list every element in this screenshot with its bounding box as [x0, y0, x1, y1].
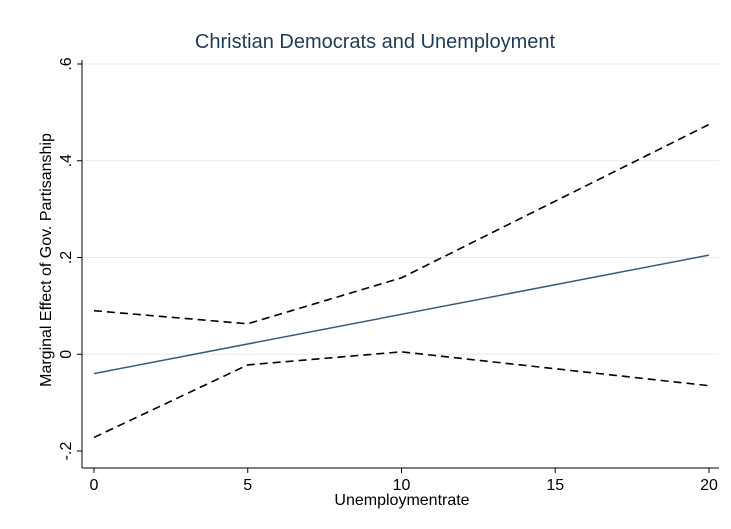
axes — [81, 60, 719, 469]
x-tick-label-1: 5 — [243, 477, 252, 494]
y-tick-label-4: .6 — [58, 57, 75, 70]
y-tick-label-3: .4 — [58, 154, 75, 167]
y-tick-label-2: .2 — [58, 251, 75, 264]
y-tick-label-1: 0 — [58, 350, 75, 359]
estimate-line-0 — [93, 254, 710, 375]
tick-labels: -.2 0 .2 .4 .6 0 5 10 15 20 — [58, 57, 718, 494]
grid-lines — [82, 63, 719, 355]
y-tick-label-0: -.2 — [58, 442, 75, 461]
x-tick-label-4: 20 — [700, 477, 718, 494]
chart-title: Christian Democrats and Unemployment — [195, 31, 556, 53]
confidence-bound-line-2 — [93, 351, 710, 439]
series-group — [93, 123, 710, 439]
confidence-bound-line-1 — [93, 123, 710, 325]
x-tick-label-0: 0 — [90, 477, 99, 494]
y-axis-label: Marginal Effect of Gov. Partisanship — [38, 133, 55, 387]
x-tick-label-3: 15 — [546, 477, 564, 494]
x-tick-label-2: 10 — [393, 477, 411, 494]
x-axis-label: Unemploymentrate — [334, 492, 469, 509]
